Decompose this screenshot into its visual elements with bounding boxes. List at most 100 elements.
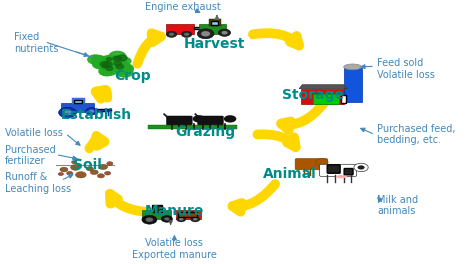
FancyBboxPatch shape: [95, 109, 111, 111]
FancyBboxPatch shape: [209, 19, 221, 26]
Circle shape: [85, 108, 98, 115]
Circle shape: [142, 215, 157, 224]
Circle shape: [113, 56, 121, 61]
Circle shape: [106, 67, 113, 70]
Circle shape: [67, 171, 73, 175]
Circle shape: [116, 64, 131, 73]
Circle shape: [91, 56, 106, 65]
Text: Storage: Storage: [281, 88, 343, 102]
Circle shape: [164, 217, 169, 220]
Circle shape: [184, 33, 189, 36]
Text: Purchased feed,
bedding, etc.: Purchased feed, bedding, etc.: [377, 124, 455, 145]
Circle shape: [102, 65, 108, 68]
FancyBboxPatch shape: [320, 164, 356, 176]
FancyBboxPatch shape: [341, 95, 346, 103]
Circle shape: [357, 165, 364, 169]
Circle shape: [161, 216, 173, 222]
Text: Animal: Animal: [264, 167, 317, 181]
Circle shape: [58, 172, 63, 176]
Circle shape: [219, 29, 231, 36]
Circle shape: [107, 60, 128, 72]
FancyBboxPatch shape: [176, 210, 201, 219]
FancyBboxPatch shape: [61, 103, 94, 112]
Circle shape: [103, 62, 112, 67]
FancyBboxPatch shape: [211, 21, 218, 25]
Text: Engine exhaust: Engine exhaust: [145, 2, 221, 12]
FancyBboxPatch shape: [302, 89, 344, 105]
Circle shape: [98, 164, 107, 169]
Circle shape: [109, 51, 126, 61]
Circle shape: [89, 110, 94, 113]
Circle shape: [193, 115, 205, 122]
Circle shape: [111, 62, 127, 72]
Circle shape: [190, 216, 200, 222]
FancyBboxPatch shape: [74, 100, 83, 103]
FancyBboxPatch shape: [166, 116, 192, 125]
Circle shape: [92, 60, 107, 69]
Circle shape: [59, 107, 76, 118]
Circle shape: [116, 67, 133, 77]
Circle shape: [111, 57, 126, 66]
Circle shape: [99, 60, 119, 72]
Text: Purchased
fertilizer: Purchased fertilizer: [5, 145, 56, 166]
Circle shape: [354, 163, 368, 172]
Circle shape: [114, 61, 121, 65]
Circle shape: [197, 29, 214, 39]
Circle shape: [107, 62, 123, 71]
Polygon shape: [299, 85, 347, 89]
Text: Crop: Crop: [114, 69, 151, 83]
Circle shape: [100, 62, 109, 67]
Circle shape: [63, 110, 72, 115]
Circle shape: [166, 31, 177, 37]
Text: Fixed
nutrients: Fixed nutrients: [14, 32, 59, 54]
Text: Manure: Manure: [145, 204, 204, 218]
Circle shape: [120, 58, 131, 64]
Text: Establish: Establish: [61, 108, 132, 122]
Circle shape: [316, 158, 328, 166]
Circle shape: [88, 55, 103, 64]
Circle shape: [221, 31, 227, 35]
Circle shape: [117, 55, 127, 61]
Circle shape: [146, 218, 153, 222]
Circle shape: [179, 218, 183, 220]
FancyBboxPatch shape: [344, 168, 353, 175]
Circle shape: [101, 69, 113, 76]
Circle shape: [176, 216, 186, 222]
Circle shape: [86, 167, 93, 171]
Circle shape: [107, 162, 113, 165]
Circle shape: [108, 58, 126, 69]
Circle shape: [182, 31, 192, 37]
Circle shape: [99, 67, 113, 75]
FancyBboxPatch shape: [344, 68, 362, 102]
Circle shape: [76, 172, 86, 178]
Circle shape: [90, 170, 98, 175]
Text: Grazing: Grazing: [175, 125, 235, 139]
FancyBboxPatch shape: [72, 98, 85, 104]
Circle shape: [95, 61, 109, 69]
Text: Volatile loss: Volatile loss: [5, 128, 63, 138]
FancyBboxPatch shape: [327, 165, 340, 173]
FancyBboxPatch shape: [312, 95, 339, 105]
FancyBboxPatch shape: [151, 205, 162, 211]
FancyBboxPatch shape: [194, 27, 202, 29]
Circle shape: [97, 59, 110, 67]
Circle shape: [115, 56, 120, 59]
Circle shape: [115, 65, 132, 75]
Circle shape: [99, 57, 115, 67]
Circle shape: [100, 55, 120, 67]
FancyBboxPatch shape: [197, 116, 223, 125]
Text: Volatile loss
Exported manure: Volatile loss Exported manure: [132, 238, 217, 260]
FancyBboxPatch shape: [178, 212, 197, 216]
Circle shape: [103, 67, 117, 75]
Circle shape: [106, 58, 112, 61]
FancyBboxPatch shape: [199, 24, 226, 34]
Circle shape: [105, 171, 111, 175]
Text: Soil: Soil: [73, 158, 102, 172]
Text: Harvest: Harvest: [184, 37, 245, 51]
Circle shape: [60, 167, 68, 172]
Circle shape: [193, 218, 197, 220]
Circle shape: [169, 33, 174, 36]
Ellipse shape: [336, 175, 347, 178]
Circle shape: [224, 115, 236, 122]
Ellipse shape: [344, 64, 362, 70]
